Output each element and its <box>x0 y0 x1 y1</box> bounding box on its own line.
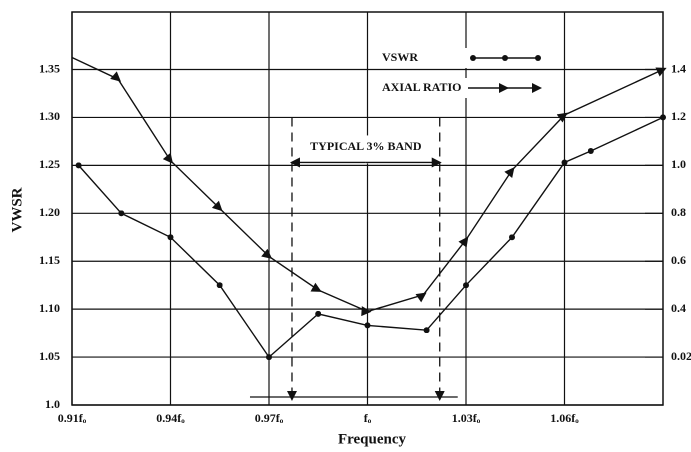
x-tick-label: fₒ <box>364 411 372 425</box>
y-tick-label: 1.30 <box>39 109 60 123</box>
y-tick-label: 1.20 <box>39 205 60 219</box>
legend-label: AXIAL RATIO <box>382 80 461 94</box>
legend-label: VSWR <box>382 50 418 64</box>
y2-tick-label: 1.4 <box>671 61 686 75</box>
y-tick-label: 1.05 <box>39 349 60 363</box>
x-tick-label: 0.91fₒ <box>58 411 87 425</box>
legend-bg <box>378 48 548 68</box>
x-tick-label: 0.94fₒ <box>156 411 185 425</box>
x-tick-label: 1.06fₒ <box>550 411 579 425</box>
series-line <box>71 56 667 317</box>
y-tick-label: 1.0 <box>45 397 60 411</box>
y2-tick-label: 1.2 <box>671 109 686 123</box>
y-tick-label: 1.15 <box>39 253 60 267</box>
y2-tick-label: 0.8 <box>671 205 686 219</box>
y-tick-label: 1.35 <box>39 61 60 75</box>
y-tick-label: 1.10 <box>39 301 60 315</box>
y2-tick-label: 1.0 <box>671 157 686 171</box>
x-tick-label: 1.03fₒ <box>452 411 481 425</box>
y2-tick-label: 0.6 <box>671 253 686 267</box>
y2-tick-label: 0.02 <box>671 349 691 363</box>
band-label: TYPICAL 3% BAND <box>310 139 422 153</box>
x-tick-label: 0.97fₒ <box>255 411 284 425</box>
y-tick-label: 1.25 <box>39 157 60 171</box>
y2-tick-label: 0.4 <box>671 301 686 315</box>
x-axis-title: Frequency <box>338 431 407 447</box>
y-axis-title: VWSR <box>9 187 25 232</box>
